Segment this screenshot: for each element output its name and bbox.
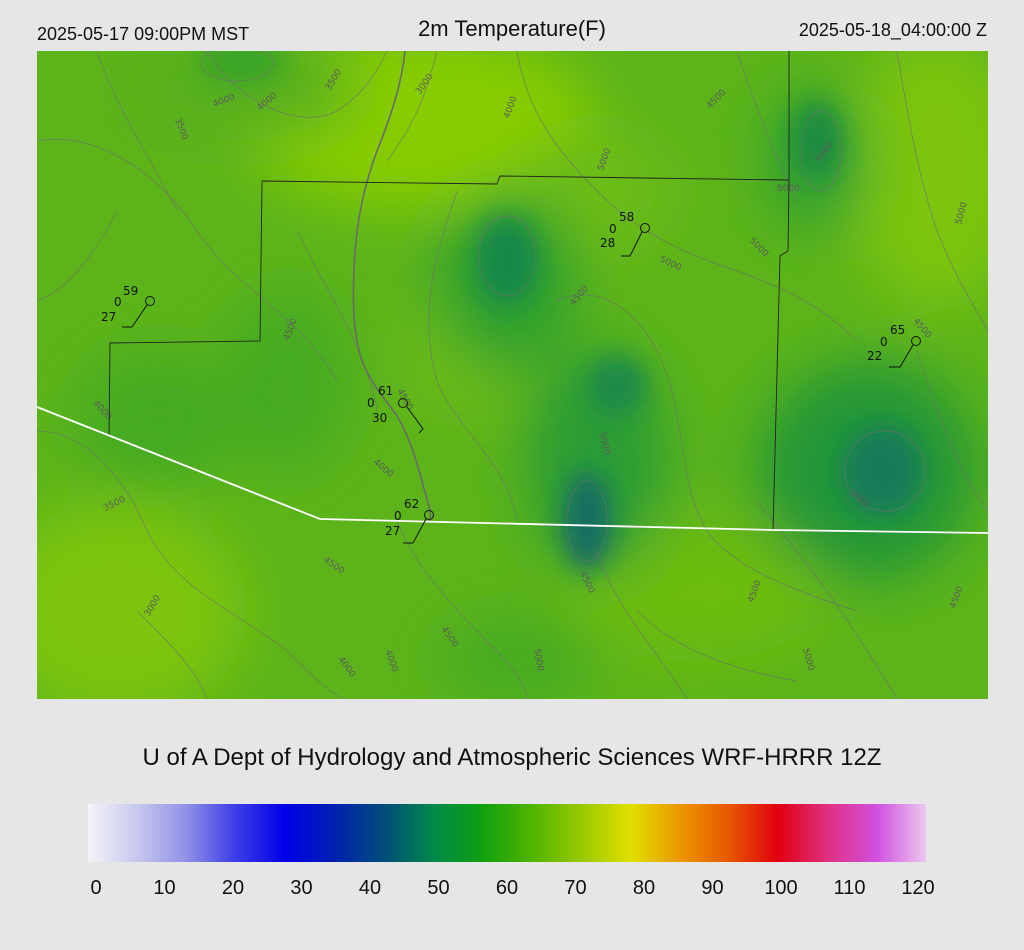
station-plot: 59 0 27 [101, 284, 155, 328]
colorbar-tick: 90 [701, 877, 724, 899]
colorbar-tick: 70 [564, 877, 587, 899]
colorbar-tick: 0 [90, 877, 102, 899]
utc-time-label: 2025-05-18_04:00:00 Z [798, 20, 987, 40]
credit-label: U of A Dept of Hydrology and Atmospheric… [142, 744, 882, 771]
station-wind: 0 [394, 509, 402, 523]
station-dew: 28 [600, 236, 615, 250]
station-temp: 58 [619, 210, 634, 224]
colorbar-tick: 50 [427, 877, 450, 899]
station-temp: 59 [123, 284, 138, 298]
station-wind: 0 [609, 222, 617, 236]
colorbar-tick: 60 [495, 877, 519, 899]
colorbar-tick: 100 [764, 877, 798, 899]
map-title: 2m Temperature(F) [418, 16, 606, 41]
contour-label: 5000 [531, 648, 545, 673]
river [352, 51, 432, 522]
colorbar-tick: 40 [358, 877, 382, 899]
colorbar-tick: 110 [833, 877, 866, 899]
station-wind: 0 [880, 335, 888, 349]
temperature-colorbar [88, 804, 926, 862]
elevation-contours [37, 51, 988, 699]
station-plot: 58 0 28 [600, 210, 650, 257]
station-plot: 62 0 27 [385, 497, 434, 544]
station-dew: 30 [372, 411, 387, 425]
station-wind: 0 [114, 295, 122, 309]
station-dew: 22 [867, 349, 882, 363]
colorbar-tick: 80 [632, 877, 656, 899]
local-time-label: 2025-05-17 09:00PM MST [37, 24, 250, 44]
colorbar-tick: 20 [221, 877, 245, 899]
station-plots: 59 0 27 58 0 28 61 0 30 62 0 27 [101, 210, 921, 544]
cold-cores [197, 51, 922, 571]
colorbar-tick: 120 [901, 877, 935, 899]
station-wind: 0 [367, 396, 375, 410]
state-border [37, 406, 988, 534]
colorbar-tick: 10 [153, 877, 176, 899]
county-boundaries [108, 51, 790, 532]
station-plot: 61 0 30 [367, 384, 424, 434]
temperature-map: 3500 4000 4000 3500 3000 4000 4500 5000 … [37, 51, 988, 699]
station-dew: 27 [101, 310, 116, 324]
station-temp: 61 [378, 384, 393, 398]
station-temp: 62 [404, 497, 419, 511]
station-plot: 65 0 22 [867, 323, 921, 368]
station-temp: 65 [890, 323, 905, 337]
station-dew: 27 [385, 524, 400, 538]
colorbar-tick: 30 [290, 877, 313, 899]
